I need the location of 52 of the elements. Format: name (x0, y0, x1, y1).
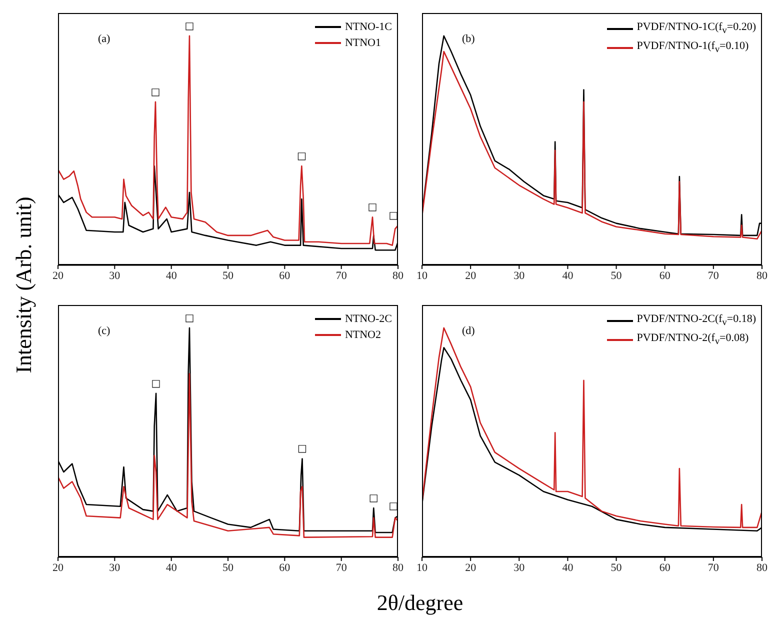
annotation: □ (150, 86, 160, 98)
legend-label: PVDF/NTNO-2(f$_{v}$=0.08) (636, 331, 749, 348)
x-tick-label: 60 (659, 562, 671, 574)
x-tick-label: 60 (659, 270, 671, 282)
legend-label: NTNO2 (344, 328, 381, 343)
annotation: (b) (462, 33, 475, 45)
annotation: □ (151, 378, 161, 390)
x-tick-label: 80 (392, 562, 404, 574)
annotation: □ (368, 202, 378, 214)
x-tick-label: 60 (279, 270, 291, 282)
legend-label: NTNO-2C (344, 312, 392, 327)
legend-label: NTNO1 (344, 36, 381, 51)
x-tick-label: 80 (392, 270, 404, 282)
annotation: □ (184, 20, 194, 32)
x-tick-label: 50 (610, 562, 622, 574)
x-tick-label: 80 (756, 270, 768, 282)
annotation: □ (296, 151, 306, 162)
annotation: □ (368, 492, 378, 504)
x-tick-label: 70 (708, 270, 720, 282)
x-tick-label: 30 (109, 562, 121, 574)
x-tick-label: 40 (166, 270, 178, 282)
x-tick-label: 10 (416, 270, 428, 282)
x-tick-label: 70 (708, 562, 720, 574)
x-tick-label: 40 (562, 562, 574, 574)
x-tick-label: 20 (52, 562, 64, 574)
x-tick-label: 50 (610, 270, 622, 282)
x-tick-label: 30 (514, 562, 526, 574)
legend-label: PVDF/NTNO-1C(f$_{v}$=0.20) (636, 20, 756, 38)
x-tick-label: 30 (514, 270, 526, 282)
x-tick-label: 10 (416, 562, 428, 574)
y-axis-title: Intensity (Arb. unit) (11, 196, 37, 374)
x-tick-label: 50 (222, 270, 234, 282)
x-tick-label: 70 (336, 270, 348, 282)
annotation: (a) (98, 33, 110, 45)
legend-label: NTNO-1C (344, 20, 392, 35)
x-tick-label: 70 (336, 562, 348, 574)
x-tick-label: 20 (465, 562, 477, 574)
annotation: □ (184, 312, 194, 324)
x-tick-label: 60 (279, 562, 291, 574)
x-tick-label: 20 (52, 270, 64, 282)
legend-label: PVDF/NTNO-1(f$_{v}$=0.10) (636, 39, 749, 56)
x-tick-label: 40 (166, 562, 178, 574)
x-tick-label: 20 (465, 270, 477, 282)
annotation: (c) (98, 325, 110, 337)
x-tick-label: 40 (562, 270, 574, 282)
x-axis-title: 2θ/degree (376, 590, 464, 616)
legend-label: PVDF/NTNO-2C(f$_{v}$=0.18) (636, 312, 756, 330)
x-tick-label: 80 (756, 562, 768, 574)
x-tick-label: 30 (109, 270, 121, 282)
annotation: (d) (462, 325, 475, 337)
x-tick-label: 50 (222, 562, 234, 574)
annotation: □ (298, 444, 307, 455)
